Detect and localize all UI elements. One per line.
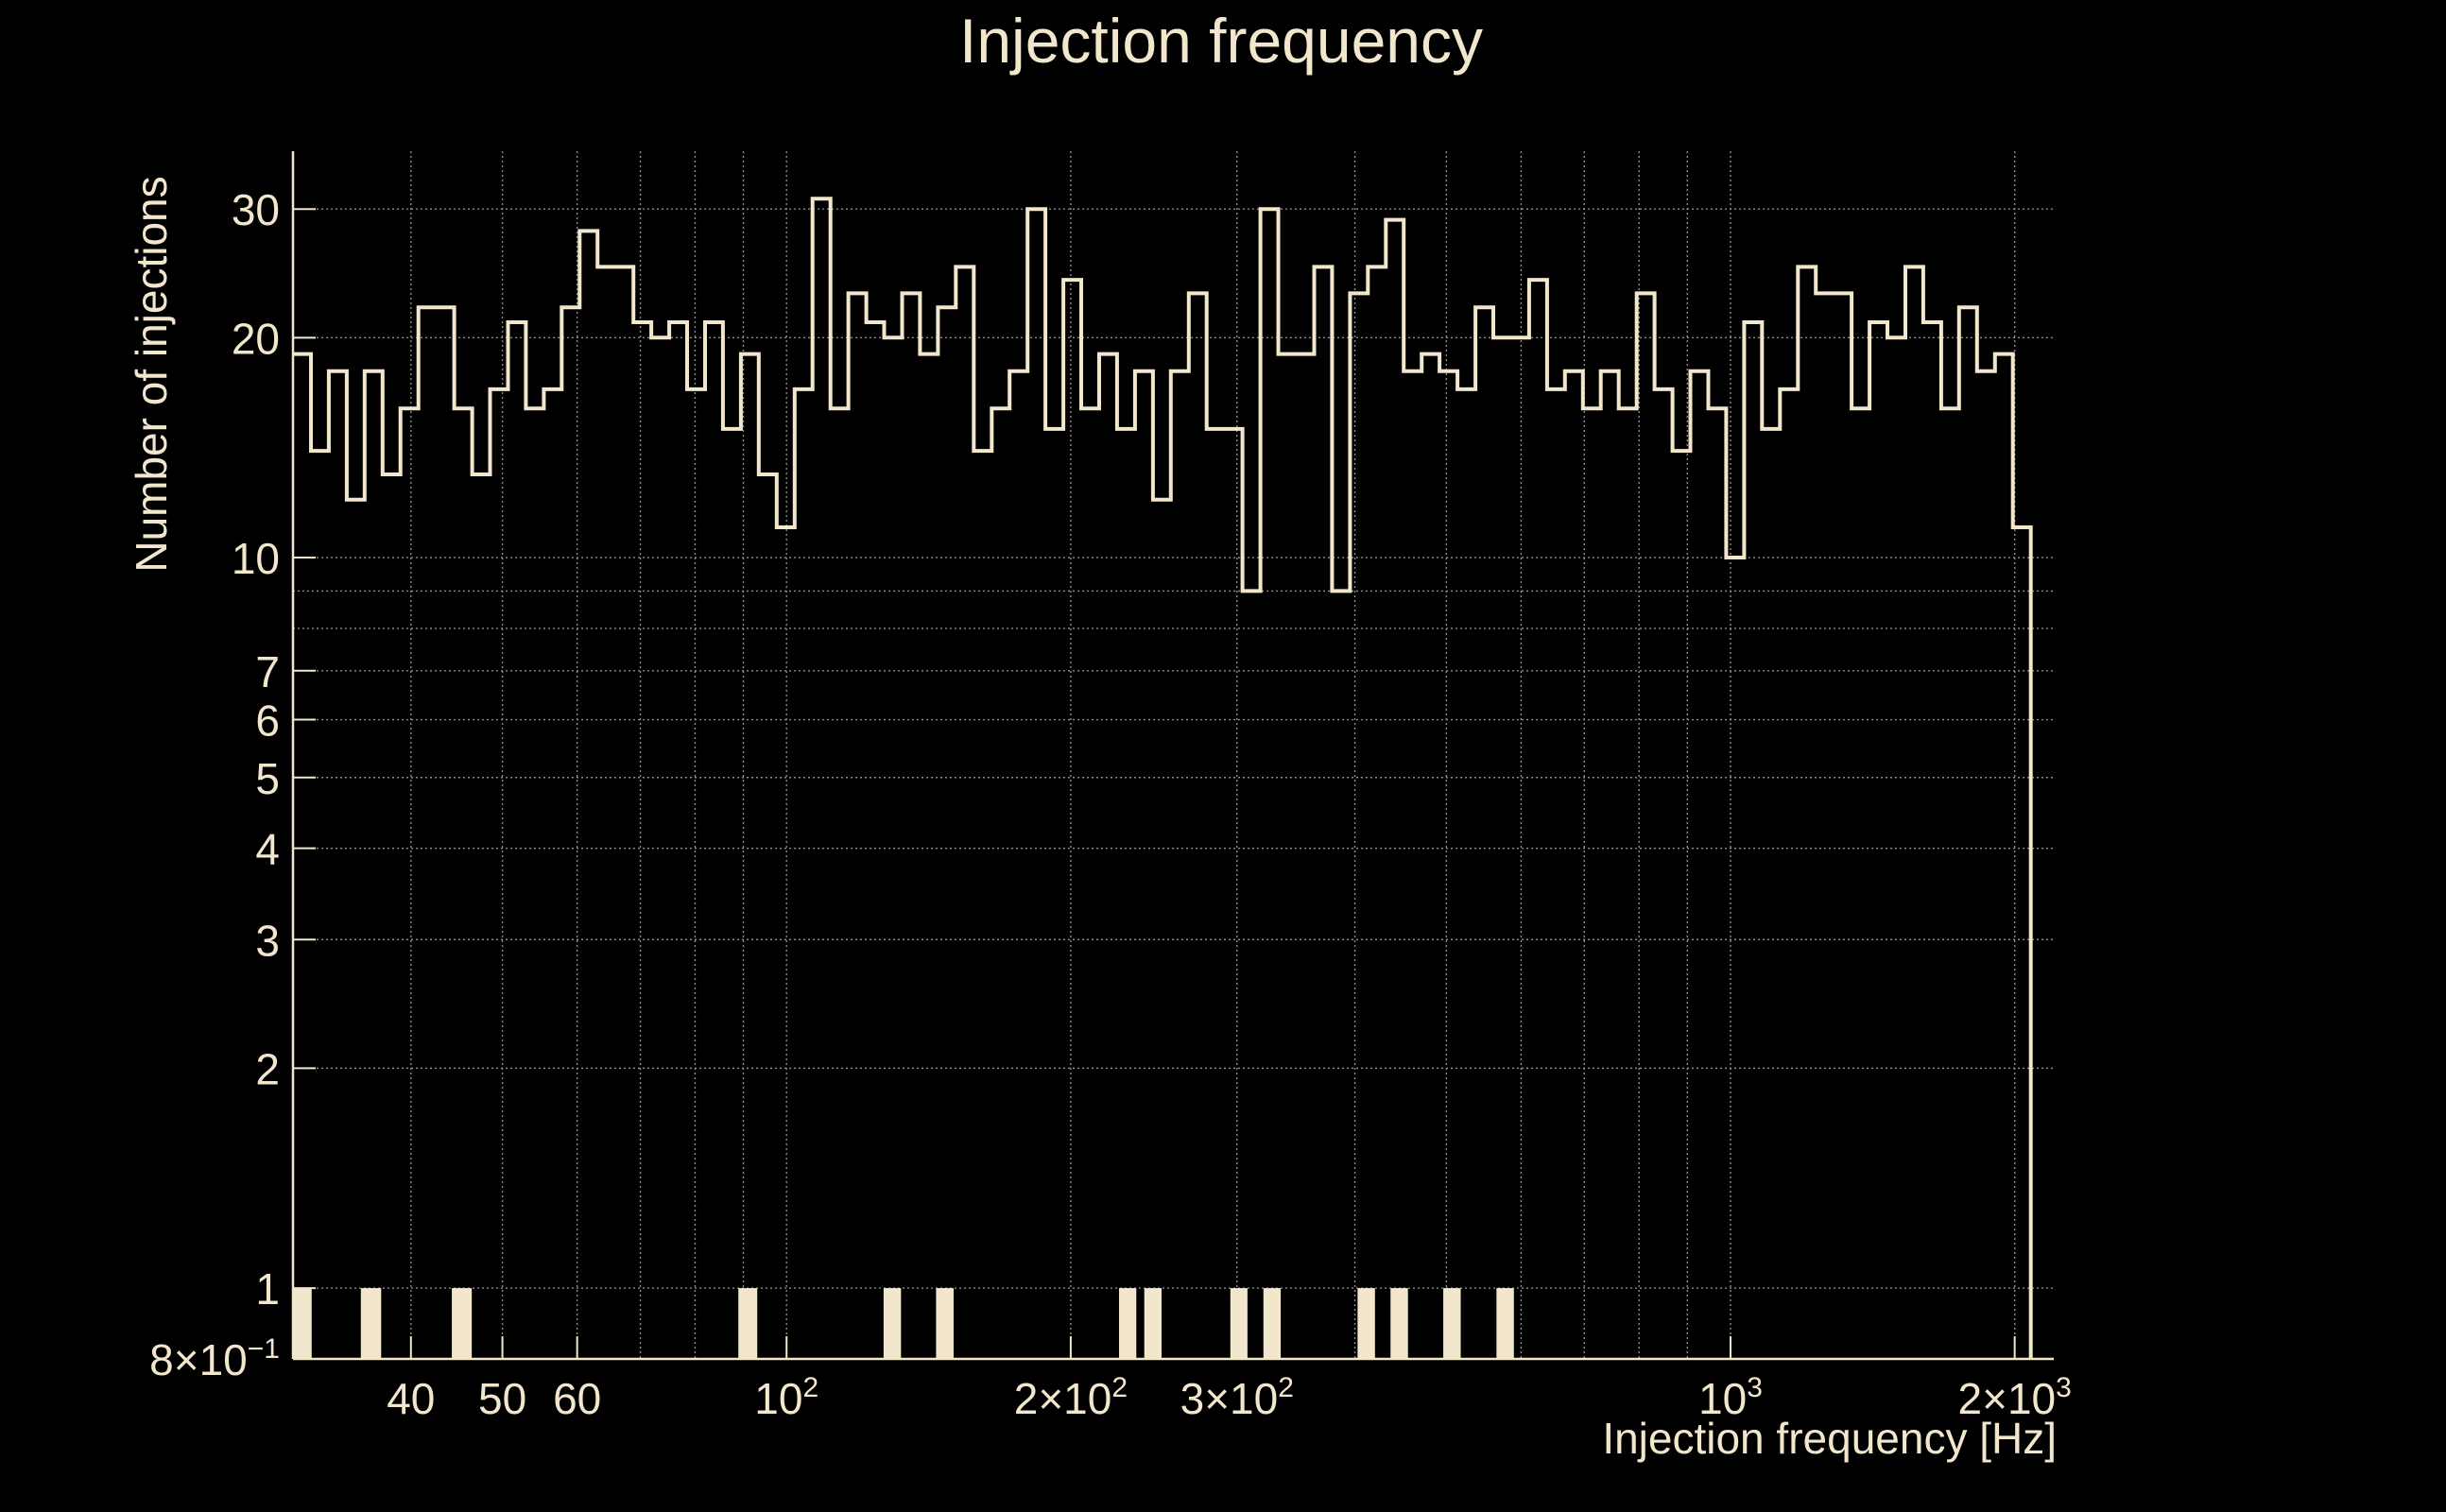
y-tick-label: 5 [255,754,280,803]
x-tick-label: 3×102 [1180,1372,1294,1423]
y-tick-label: 6 [255,696,280,746]
histogram-bar-unit [936,1288,954,1359]
histogram-bar-unit [883,1288,902,1359]
histogram-bar-unit [1496,1288,1514,1359]
y-tick-label: 3 [255,916,280,965]
y-tick-label: 10 [232,534,280,583]
histogram-bar-unit [360,1288,382,1359]
histogram-step-line [293,197,2033,1359]
x-tick-label: 2×103 [1958,1372,2072,1423]
histogram-bar-unit [1263,1288,1282,1359]
y-tick-label: 4 [255,825,280,874]
histogram-bar-unit [1118,1288,1137,1359]
x-tick-label: 60 [553,1374,601,1423]
x-tick-label: 2×102 [1014,1372,1128,1423]
y-tick-label: 20 [232,314,280,363]
histogram-bar-unit [1144,1288,1162,1359]
y-tick-label: 2 [255,1044,280,1093]
histogram-bar-unit [1230,1288,1248,1359]
y-tick-label: 1 [255,1264,280,1314]
y-tick-label: 7 [255,647,280,696]
histogram-bar-unit [738,1288,758,1359]
histogram-bar-unit [1443,1288,1461,1359]
y-axis-label: Number of injections [127,176,176,572]
x-tick-label: 50 [478,1374,526,1423]
histogram-bar-unit [293,1288,312,1359]
x-axis-label: Injection frequency [Hz] [1602,1414,2057,1463]
histogram-bar-unit [1357,1288,1375,1359]
histogram-bar-unit [452,1288,473,1359]
histogram-bar-unit [1390,1288,1408,1359]
chart-title: Injection frequency [959,6,1483,76]
y-tick-label: 30 [232,185,280,234]
x-tick-label: 40 [387,1374,435,1423]
